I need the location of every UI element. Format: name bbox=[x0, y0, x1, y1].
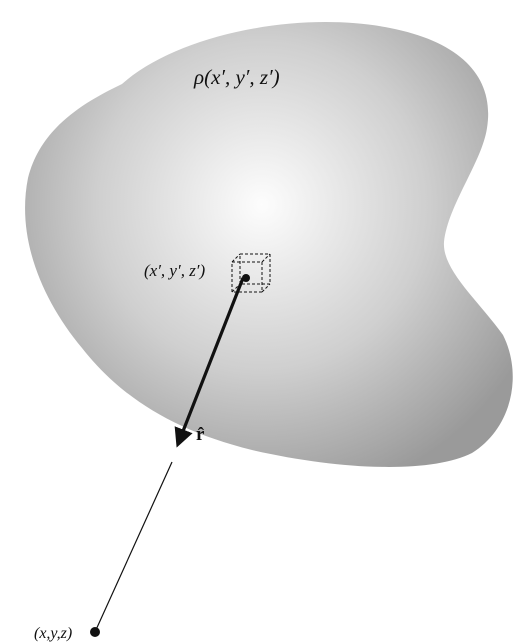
field-point-dot bbox=[90, 627, 100, 637]
dashed-cube-icon bbox=[231, 253, 271, 293]
source-point-dot bbox=[242, 274, 250, 282]
field-point-label: (x,y,z) bbox=[34, 625, 72, 642]
density-region bbox=[25, 22, 513, 467]
unit-vector-arrow bbox=[174, 277, 245, 448]
density-label: ρ(x′, y′, z′) bbox=[193, 65, 280, 89]
separation-line bbox=[94, 461, 173, 633]
source-point-label: (x′, y′, z′) bbox=[144, 261, 206, 280]
unit-vector-label: r̂ bbox=[196, 424, 205, 445]
